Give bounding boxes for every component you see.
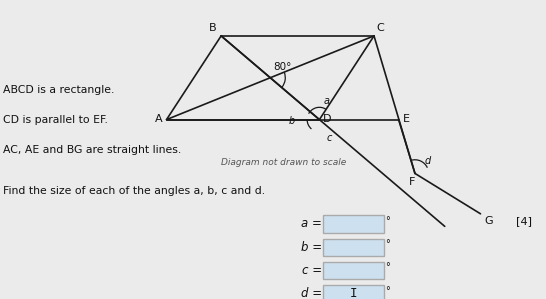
Text: C: C: [377, 24, 384, 33]
FancyBboxPatch shape: [323, 215, 384, 233]
Text: [4]: [4]: [517, 216, 532, 226]
Text: °: °: [385, 263, 390, 272]
Text: b: b: [289, 116, 295, 126]
Text: °: °: [385, 239, 390, 249]
Text: 80°: 80°: [273, 62, 292, 72]
Text: G: G: [485, 216, 494, 226]
FancyBboxPatch shape: [323, 262, 384, 279]
Text: ABCD is a rectangle.: ABCD is a rectangle.: [3, 85, 114, 95]
Text: Find the size of each of the angles a, b, c and d.: Find the size of each of the angles a, b…: [3, 186, 265, 196]
Text: a: a: [324, 96, 330, 106]
Text: CD is parallel to EF.: CD is parallel to EF.: [3, 115, 108, 125]
Text: d: d: [425, 156, 431, 166]
Text: B: B: [209, 24, 217, 33]
Text: Diagram not drawn to scale: Diagram not drawn to scale: [221, 158, 347, 167]
Text: b =: b =: [301, 241, 322, 254]
FancyBboxPatch shape: [323, 285, 384, 299]
Text: d =: d =: [301, 287, 322, 299]
Text: °: °: [385, 216, 390, 226]
Text: c: c: [327, 133, 332, 143]
Text: F: F: [409, 177, 416, 187]
Text: I: I: [350, 287, 357, 299]
Text: c =: c =: [302, 264, 322, 277]
Text: E: E: [403, 114, 410, 124]
Text: AC, AE and BG are straight lines.: AC, AE and BG are straight lines.: [3, 144, 181, 155]
Text: °: °: [385, 286, 390, 296]
FancyBboxPatch shape: [323, 239, 384, 256]
Text: a =: a =: [301, 217, 322, 231]
Text: A: A: [155, 114, 162, 124]
Text: D: D: [323, 114, 332, 124]
